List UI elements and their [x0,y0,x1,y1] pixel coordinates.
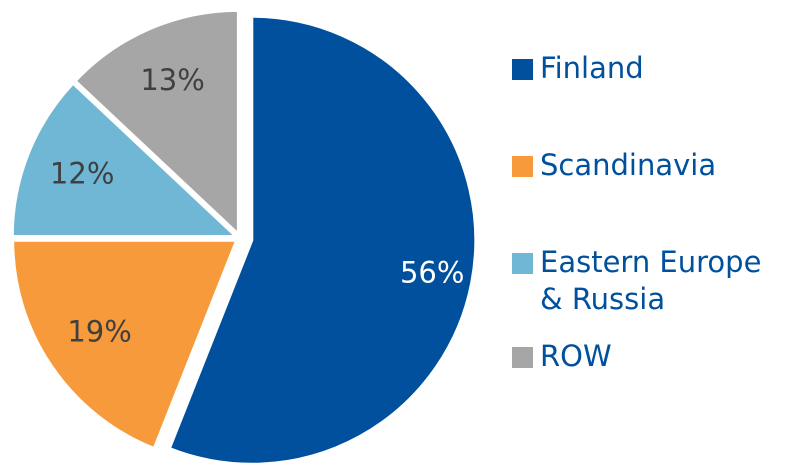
data-label: 56% [400,256,464,290]
legend-label: Finland [540,51,644,85]
legend-swatch [512,59,533,80]
pie-slice [10,81,241,239]
legend-swatch [512,253,533,274]
pie-slice [11,238,239,451]
legend-swatch [512,156,533,177]
legend-label: ROW [540,339,612,373]
pie-slice [167,14,478,464]
data-label: 19% [67,314,131,348]
legend-swatch [512,347,533,368]
pie-slice [73,8,240,238]
data-label: 13% [140,63,204,97]
legend-label: Eastern Europe & Russia [540,245,762,316]
pie-chart: 56% 19% 12% 13% [10,8,478,464]
data-label: 12% [50,157,114,191]
legend-label: Scandinavia [540,148,717,182]
